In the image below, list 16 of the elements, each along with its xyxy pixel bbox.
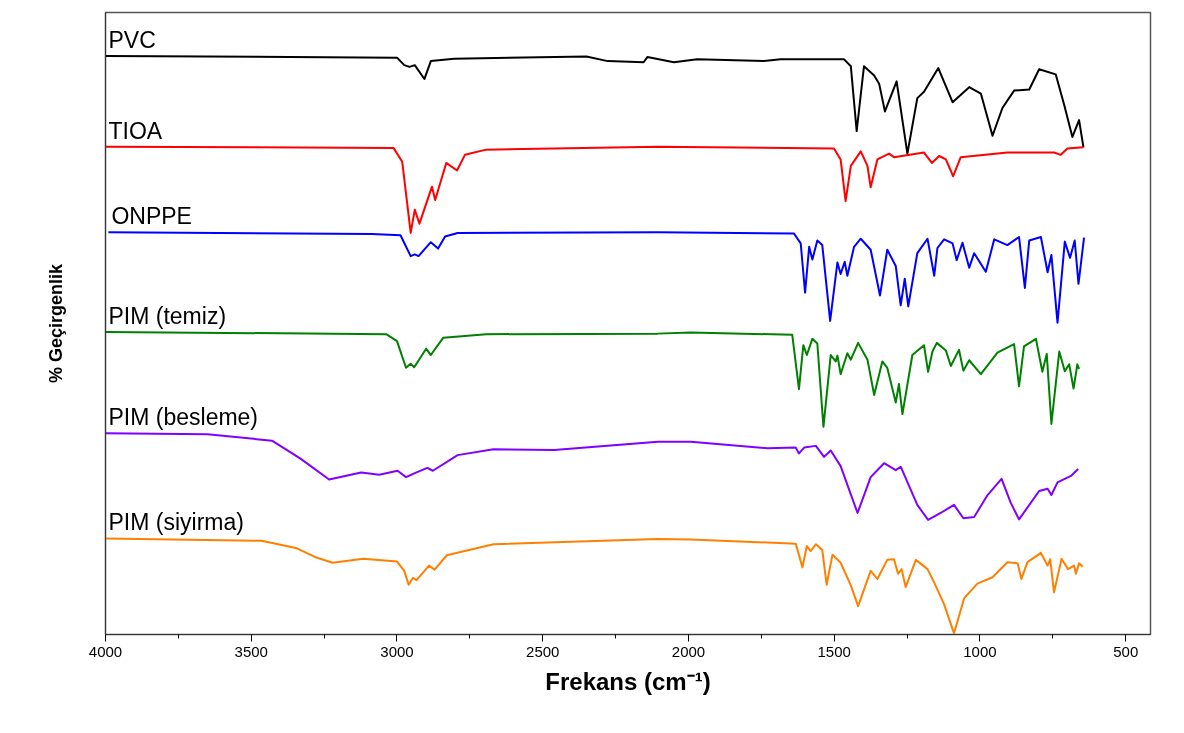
x-tick-label: 3000 bbox=[380, 642, 414, 660]
series-label: ONPPE bbox=[111, 203, 192, 230]
x-tick-label: 4000 bbox=[88, 642, 123, 660]
series-label: TIOA bbox=[108, 117, 163, 144]
x-axis-title: Frekans (cm⁻¹) bbox=[545, 667, 711, 695]
y-axis-title: % Geçirgenlik bbox=[45, 262, 66, 384]
x-tick-label: 2500 bbox=[526, 642, 560, 660]
series-label: PIM (siyirma) bbox=[108, 509, 244, 536]
series-label: PVC bbox=[108, 26, 156, 53]
x-tick-label: 1500 bbox=[817, 642, 851, 660]
x-tick-label: 1000 bbox=[963, 642, 997, 660]
series-label: PIM (besleme) bbox=[108, 404, 259, 431]
series-label: PIM (temiz) bbox=[108, 302, 227, 329]
x-tick-label: 500 bbox=[1113, 642, 1139, 660]
x-tick-label: 3500 bbox=[234, 642, 268, 660]
x-tick-label: 2000 bbox=[671, 642, 706, 660]
